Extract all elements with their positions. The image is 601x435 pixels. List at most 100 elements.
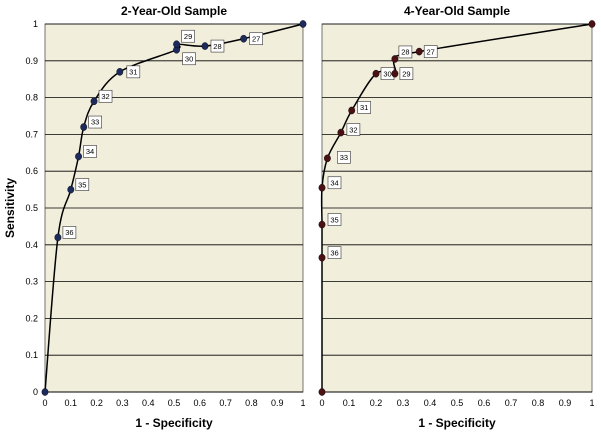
point-label-box	[62, 226, 77, 239]
point-label-text: 27	[252, 34, 260, 43]
data-point	[116, 68, 124, 76]
point-label: 32	[98, 89, 113, 103]
point-label: 34	[327, 176, 342, 190]
data-point	[80, 123, 88, 131]
point-label-text: 33	[91, 118, 99, 127]
point-label-text: 32	[349, 125, 357, 134]
x-tick-label: 0.8	[245, 398, 258, 408]
y-tick-label: 0.1	[25, 350, 38, 360]
y-tick-label: 0.4	[25, 240, 38, 250]
data-point	[318, 253, 326, 262]
roc-curve	[320, 23, 593, 392]
data-point	[240, 34, 248, 43]
point-label-box	[327, 176, 342, 190]
point-label-text: 28	[213, 42, 221, 51]
point-label: 30	[182, 52, 196, 66]
x-tick-label: 0.1	[343, 398, 356, 408]
y-tick-label: 1	[33, 19, 38, 29]
data-point	[372, 69, 380, 78]
point-label: 33	[88, 115, 102, 129]
point-label: 33	[337, 151, 351, 164]
data-point	[337, 128, 345, 137]
point-label-box	[75, 178, 90, 191]
point-label-box	[346, 123, 361, 136]
x-tick-label: 0.5	[168, 398, 181, 408]
x-tick-label: 0.3	[116, 398, 129, 408]
x-tick-label: 1	[589, 398, 594, 408]
point-label-text: 35	[330, 215, 338, 224]
point-label: 34	[83, 145, 97, 158]
data-point	[173, 40, 180, 49]
panel-2-year-old: 2-Year-Old Sample 0 0.1 0.2 0.3 0.4 0.5 0.6 0.7 0…	[25, 4, 307, 430]
x-tick-label: 1	[300, 398, 305, 408]
point-label-box	[398, 45, 413, 59]
point-label-box	[126, 65, 141, 79]
chart-title: 4-Year-Old Sample	[404, 4, 510, 18]
x-tick-label: 0.1	[65, 398, 78, 408]
point-label: 35	[327, 213, 342, 226]
data-point	[588, 20, 596, 28]
data-point	[415, 47, 423, 56]
point-label-box	[399, 67, 414, 80]
data-point	[67, 185, 75, 194]
point-label-box	[88, 115, 102, 129]
point-label-text: 32	[101, 92, 109, 101]
x-tick-label: 0.6	[194, 398, 207, 408]
x-axis-title: 1 - Specificity	[135, 416, 213, 430]
point-label-text: 29	[402, 69, 410, 78]
data-point	[318, 220, 326, 229]
point-label-box	[357, 101, 372, 114]
x-tick-label: 0.9	[559, 398, 572, 408]
point-label: 27	[249, 32, 263, 46]
point-label: 35	[75, 178, 90, 191]
point-label-box	[83, 145, 97, 158]
point-label: 29	[399, 67, 414, 80]
x-tick-label: 0.3	[397, 398, 410, 408]
data-point	[90, 97, 98, 106]
x-tick-label: 0.2	[370, 398, 383, 408]
data-point	[41, 388, 49, 396]
point-label-box	[249, 32, 263, 46]
point-label: 28	[210, 39, 225, 53]
point-label-text: 29	[184, 32, 192, 41]
x-tick-label: 0.4	[142, 398, 155, 408]
data-point	[348, 106, 356, 115]
x-axis-title: 1 - Specificity	[418, 416, 496, 430]
chart-title: 2-Year-Old Sample	[121, 4, 227, 18]
data-point	[75, 152, 82, 161]
x-tick-label: 0.9	[271, 398, 284, 408]
data-point	[54, 233, 62, 242]
y-axis-title: Sensitivity	[3, 178, 17, 238]
point-label-box	[98, 89, 113, 103]
point-label-box	[182, 52, 196, 66]
data-point	[391, 55, 399, 63]
point-label-text: 36	[65, 228, 73, 237]
x-tick-label: 0.7	[219, 398, 232, 408]
point-label: 32	[346, 123, 361, 136]
point-label-text: 28	[401, 48, 409, 57]
data-point	[318, 183, 326, 192]
point-label-box	[327, 246, 342, 259]
point-label: 27	[423, 45, 438, 58]
y-tick-label: 0	[33, 387, 38, 397]
point-label-text: 27	[427, 47, 435, 56]
point-label: 28	[398, 45, 413, 59]
point-label-box	[337, 151, 351, 164]
point-label-text: 34	[86, 147, 94, 156]
data-point	[318, 388, 326, 396]
y-tick-label: 0.9	[25, 56, 38, 66]
point-label-box	[210, 39, 225, 53]
y-tick-label: 0.7	[25, 129, 38, 139]
data-point	[323, 154, 331, 163]
point-label-text: 35	[78, 180, 86, 189]
point-label: 31	[357, 101, 372, 114]
x-tick-label: 0.8	[532, 398, 545, 408]
panel-4-year-old: 4-Year-Old Sample 0 0.1 0.2 0.3 0.4 0.5 0.6 0.7 0…	[318, 4, 596, 430]
point-label-box	[423, 45, 438, 58]
point-label: 29	[181, 29, 195, 43]
data-point	[299, 20, 307, 28]
y-tick-label: 0.2	[25, 313, 38, 323]
y-tick-label: 0.5	[25, 203, 38, 213]
point-label-text: 31	[360, 103, 368, 112]
